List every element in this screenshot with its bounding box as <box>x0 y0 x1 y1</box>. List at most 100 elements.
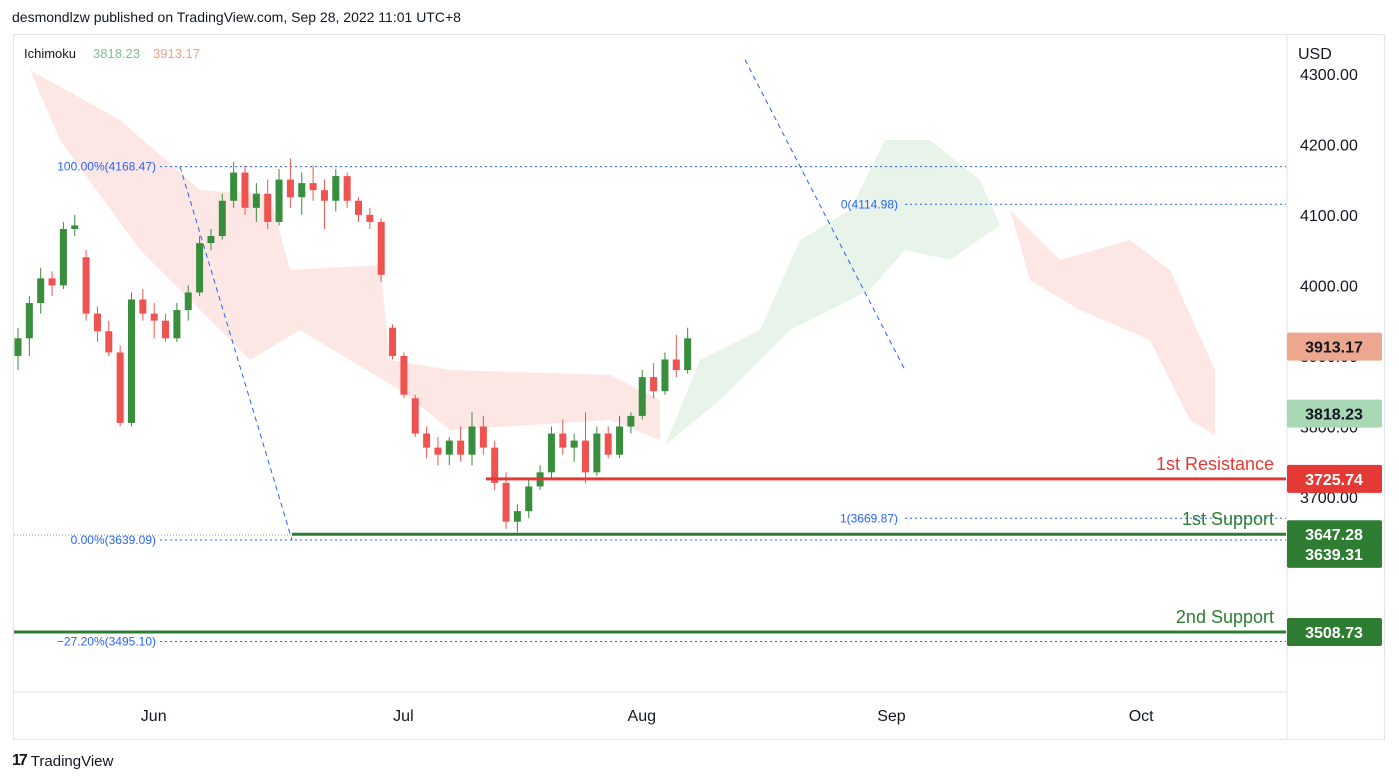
price-tag-text-1: 3818.23 <box>1305 407 1363 424</box>
candle-body <box>252 193 260 208</box>
level-price-tag-0: 3725.74 <box>1287 464 1382 493</box>
candle-body <box>491 447 499 483</box>
candle-body <box>48 278 56 286</box>
candle-body <box>184 292 192 311</box>
indicator-name: Ichimoku <box>24 46 76 61</box>
level-name-1: 1st Support <box>1182 509 1274 529</box>
candle-body <box>59 228 67 286</box>
candle-body <box>638 377 646 416</box>
candle-body <box>389 327 397 356</box>
fib-label-2: −27.20%(3495.10) <box>57 635 156 649</box>
candle-body <box>547 433 555 473</box>
candle-body <box>309 183 317 191</box>
candle-body <box>650 377 658 392</box>
y-tick-1: 4200.00 <box>1300 137 1358 154</box>
ichimoku-cloud <box>30 70 1215 445</box>
candle-body <box>14 338 22 356</box>
candle-body <box>423 433 431 448</box>
candle-body <box>513 511 521 522</box>
price-tag-0: 3913.17 <box>1287 332 1382 361</box>
price-tag-bg-0 <box>1287 332 1382 361</box>
candle-body <box>37 278 45 304</box>
candle-body <box>196 243 204 293</box>
x-label-2: Aug <box>628 708 656 725</box>
candle-body <box>25 303 33 339</box>
candle-body <box>241 172 249 208</box>
fib-label-1: 0.00%(3639.09) <box>71 533 156 547</box>
price-tag-1: 3818.23 <box>1287 399 1382 428</box>
candle-body <box>400 355 408 395</box>
support-resistance-lines: 1st Resistance 1st Support 2nd Support <box>14 454 1286 634</box>
candle-body <box>570 440 578 448</box>
fib-lines: 100.00%(4168.47) 0.00%(3639.09) −27.20%(34… <box>14 59 1286 649</box>
candle-body <box>604 433 612 455</box>
y-axis-ticks: 4300.004200.004100.004000.003900.003800.… <box>1300 67 1358 507</box>
candle-body <box>559 433 567 448</box>
candle-body <box>593 433 601 473</box>
indicator-value-a: 3818.23 <box>93 46 140 61</box>
candle-body <box>366 214 374 222</box>
candle-body <box>162 320 170 339</box>
candle-body <box>672 359 680 371</box>
price-tag-text-2: 3639.31 <box>1305 547 1363 564</box>
candle-body <box>218 200 226 237</box>
fib-trend-line <box>179 166 293 541</box>
candle-body <box>93 313 101 332</box>
price-tag-bg-1 <box>1287 399 1382 428</box>
candle-body <box>445 440 453 455</box>
candle-body <box>661 359 669 392</box>
candle-body <box>457 440 465 455</box>
candle-body <box>355 200 362 215</box>
candle-body <box>264 193 272 222</box>
y-tick-3: 4000.00 <box>1300 278 1358 295</box>
candle-body <box>207 236 215 244</box>
y-tick-2: 4100.00 <box>1300 208 1358 225</box>
candles <box>14 158 692 533</box>
candle-body <box>343 176 351 201</box>
candle-body <box>377 221 385 275</box>
x-axis-labels: Jun Jul Aug Sep Oct <box>141 708 1154 725</box>
brand-name: TradingView <box>30 752 114 770</box>
x-label-0: Jun <box>141 708 167 725</box>
candle-body <box>82 257 90 314</box>
candle-body <box>332 176 340 201</box>
candle-body <box>525 486 533 512</box>
candle-body <box>468 426 476 455</box>
candle-body <box>116 352 124 423</box>
kumo-bear-area-1 <box>1010 210 1215 435</box>
footer-brand[interactable]: 17 TradingView <box>12 752 113 770</box>
price-tag-bg-2 <box>1287 539 1382 568</box>
level-price-tag-text-0: 3725.74 <box>1305 472 1363 489</box>
candle-body <box>298 183 306 198</box>
indicator-legend[interactable]: Ichimoku 3818.23 3913.17 <box>24 46 200 61</box>
candle-body <box>139 299 147 314</box>
projection-trend-line <box>744 59 906 371</box>
level-price-tag-text-2: 3508.73 <box>1305 625 1363 642</box>
y-tick-0: 4300.00 <box>1300 67 1358 84</box>
level-name-2: 2nd Support <box>1176 607 1274 627</box>
candle-body <box>479 426 487 448</box>
price-tags: 3725.743647.283508.733913.173818.233639.… <box>1287 332 1382 646</box>
price-tag-text-0: 3913.17 <box>1305 340 1363 357</box>
axes: USD <box>13 34 1332 740</box>
candle-body <box>128 299 135 423</box>
candle-body <box>434 447 442 455</box>
level-price-tag-bg-0 <box>1287 464 1382 493</box>
candle-body <box>173 310 181 339</box>
chart-frame <box>13 34 1385 740</box>
candle-body <box>684 338 692 371</box>
candle-body <box>616 426 624 455</box>
projection-label-1: 1(3669.87) <box>840 511 898 525</box>
candle-body <box>230 172 238 201</box>
candle-body <box>627 415 635 427</box>
x-label-4: Oct <box>1129 708 1154 725</box>
kumo-bull-area <box>665 140 1000 445</box>
candle-body <box>502 482 510 522</box>
candle-body <box>411 398 419 434</box>
level-price-tag-2: 3508.73 <box>1287 617 1382 646</box>
candle-body <box>105 331 113 353</box>
candle-body <box>320 190 328 201</box>
price-tag-2: 3639.31 <box>1287 539 1382 568</box>
x-label-1: Jul <box>393 708 413 725</box>
